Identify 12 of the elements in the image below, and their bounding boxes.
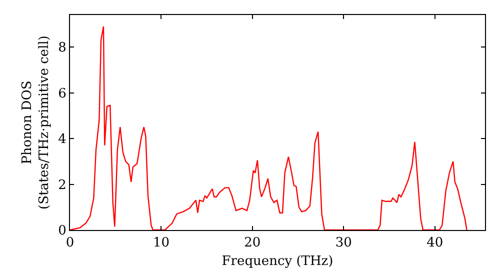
x-tick-label: 30 <box>335 236 352 251</box>
y-axis-title: Phonon DOS (States/THz·primitive cell) <box>20 35 52 210</box>
y-tick-label: 6 <box>58 86 66 102</box>
line-series <box>70 26 468 230</box>
y-tick-label: 0 <box>58 224 66 239</box>
x-tick-label: 20 <box>244 236 261 251</box>
y-tick-label: 8 <box>58 40 66 56</box>
y-tick-label: 4 <box>58 132 66 148</box>
x-tick-label: 40 <box>426 236 444 251</box>
x-axis-title: Frequency (THz) <box>222 254 334 270</box>
x-tick-label: 10 <box>152 236 170 251</box>
y-tick-label: 2 <box>58 178 66 193</box>
